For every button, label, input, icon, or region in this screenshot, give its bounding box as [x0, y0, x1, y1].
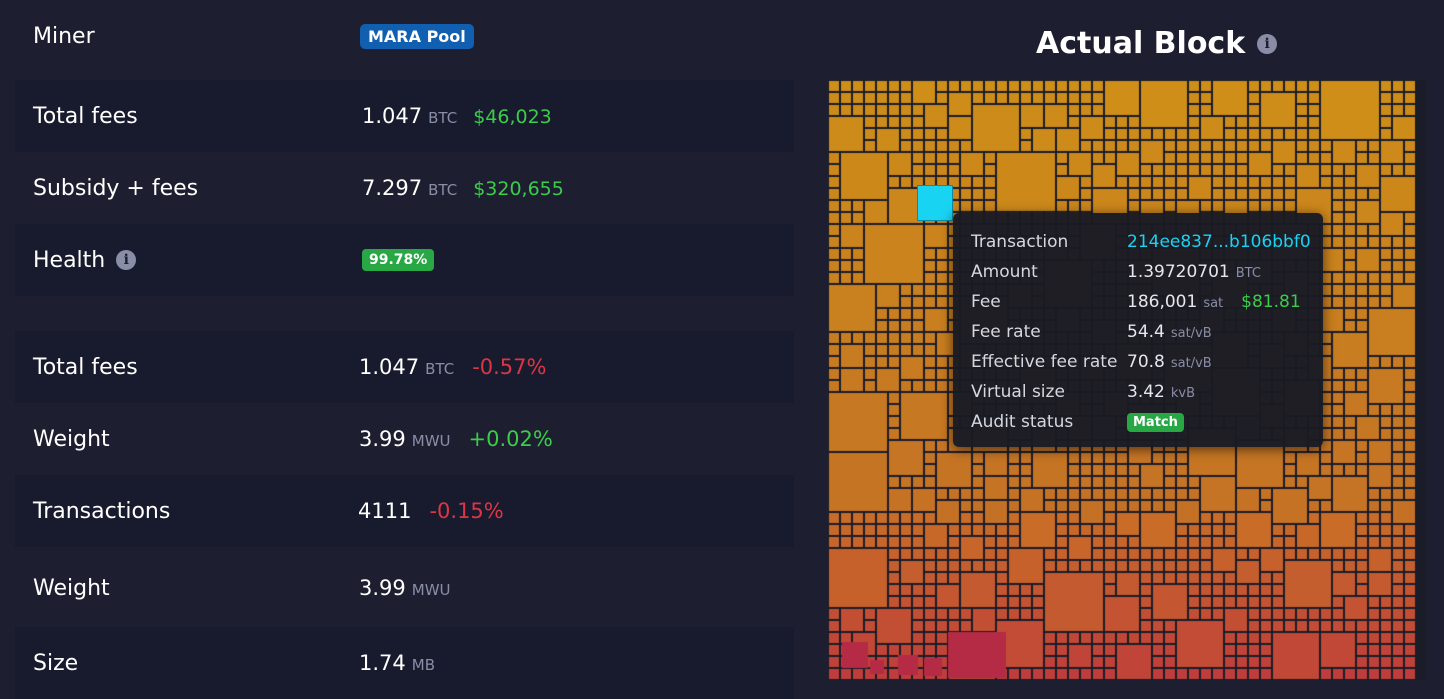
transactions-delta: -0.15% — [429, 499, 504, 523]
health-label: Health — [33, 247, 106, 273]
block-visualization[interactable] — [828, 80, 1426, 680]
tooltip-fee-fiat: $81.81 — [1241, 292, 1301, 312]
subsidy-fees-label: Subsidy + fees — [33, 175, 199, 201]
expected-weight-row: Weight 3.99 MWU +0.02% — [15, 403, 794, 475]
expected-weight-label: Weight — [33, 426, 110, 452]
weight-value: 3.99 — [359, 576, 406, 600]
total-fees-row: Total fees 1.047 BTC $46,023 — [15, 80, 794, 152]
tooltip-effective-rate-value: 70.8 — [1127, 352, 1165, 372]
transaction-tooltip: Transaction 214ee837...b106bbf0 Amount 1… — [953, 213, 1323, 447]
tooltip-audit-label: Audit status — [971, 412, 1074, 432]
expected-total-fees-delta: -0.57% — [472, 355, 547, 379]
info-circle-icon[interactable]: i — [116, 250, 137, 270]
tooltip-amount-unit: BTC — [1235, 266, 1261, 281]
expected-weight-value: 3.99 — [359, 427, 406, 451]
tooltip-amount-label: Amount — [971, 262, 1038, 282]
subsidy-fees-row: Subsidy + fees 7.297 BTC $320,655 — [15, 152, 794, 224]
total-fees-fiat: $46,023 — [473, 106, 552, 128]
size-value: 1.74 — [359, 651, 406, 675]
expected-total-fees-unit: BTC — [425, 360, 455, 378]
actual-block-heading: Actual Block i — [1036, 26, 1278, 61]
subsidy-fees-unit: BTC — [428, 181, 458, 199]
size-unit: MB — [411, 656, 435, 674]
weight-label: Weight — [33, 575, 110, 601]
tooltip-vsize-unit: kvB — [1170, 386, 1195, 401]
tooltip-fee-label: Fee — [971, 292, 1001, 312]
tooltip-transaction-link[interactable]: 214ee837...b106bbf0 — [1127, 232, 1311, 252]
total-fees-label: Total fees — [33, 103, 138, 129]
expected-total-fees-row: Total fees 1.047 BTC -0.57% — [15, 331, 794, 403]
tooltip-fee-value: 186,001 — [1127, 292, 1198, 312]
tooltip-audit-badge: Match — [1127, 412, 1184, 432]
tooltip-effective-rate-unit: sat/vB — [1170, 356, 1212, 371]
tooltip-vsize-value: 3.42 — [1127, 382, 1165, 402]
size-label: Size — [33, 650, 79, 676]
tooltip-fee-rate-unit: sat/vB — [1170, 326, 1212, 341]
tooltip-amount-value: 1.39720701 — [1127, 262, 1230, 282]
tooltip-vsize-label: Virtual size — [971, 382, 1065, 402]
transactions-row: Transactions 4111 -0.15% — [15, 475, 794, 547]
tooltip-fee-rate-label: Fee rate — [971, 322, 1041, 342]
transactions-value: 4111 — [358, 499, 412, 523]
miner-pool-badge[interactable]: MARA Pool — [360, 23, 474, 49]
total-fees-value: 1.047 — [362, 104, 423, 128]
health-badge: 99.78% — [362, 249, 435, 271]
miner-label: Miner — [33, 23, 95, 49]
tooltip-fee-unit: sat — [1203, 296, 1224, 311]
expected-total-fees-value: 1.047 — [359, 355, 420, 379]
tooltip-fee-rate-value: 54.4 — [1127, 322, 1165, 342]
health-row: Health i 99.78% — [15, 224, 794, 296]
tooltip-effective-rate-label: Effective fee rate — [971, 352, 1118, 372]
total-fees-unit: BTC — [428, 109, 458, 127]
subsidy-fees-value: 7.297 — [362, 176, 423, 200]
actual-block-title: Actual Block — [1036, 26, 1246, 61]
expected-weight-delta: +0.02% — [468, 427, 553, 451]
subsidy-fees-fiat: $320,655 — [473, 178, 564, 200]
weight-unit: MWU — [411, 581, 451, 599]
transactions-label: Transactions — [33, 498, 171, 524]
tooltip-transaction-label: Transaction — [971, 232, 1069, 252]
size-row: Size 1.74 MB — [15, 627, 794, 699]
expected-total-fees-label: Total fees — [33, 354, 138, 380]
selected-transaction-square[interactable] — [917, 185, 953, 221]
miner-row: Miner MARA Pool — [15, 0, 794, 72]
weight-row: Weight 3.99 MWU — [15, 552, 794, 624]
info-circle-icon[interactable]: i — [1257, 33, 1278, 54]
expected-weight-unit: MWU — [411, 432, 451, 450]
